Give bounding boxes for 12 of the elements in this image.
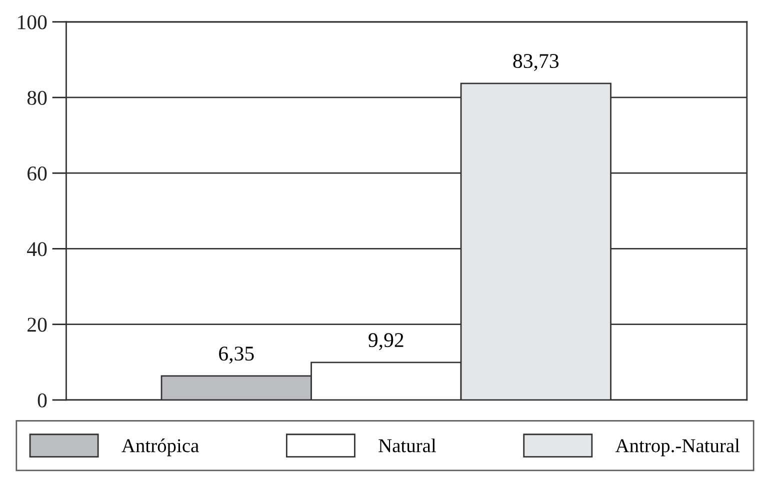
y-tick-label: 60 — [28, 166, 47, 181]
y-tick-label: 20 — [28, 318, 47, 332]
y-tick-label: 100 — [18, 15, 47, 30]
y-tick-label: 0 — [38, 393, 47, 408]
y-tick-label: 80 — [27, 90, 47, 105]
legend-label: Antrópica — [122, 438, 199, 456]
data-label: 9,92 — [368, 333, 404, 350]
legend-label: Natural — [378, 438, 436, 452]
y-tick-label: 40 — [27, 242, 47, 256]
legend-label: Antrop.-Natural — [615, 438, 740, 456]
data-label: 83,73 — [513, 54, 559, 72]
data-label: 6,35 — [219, 346, 254, 364]
